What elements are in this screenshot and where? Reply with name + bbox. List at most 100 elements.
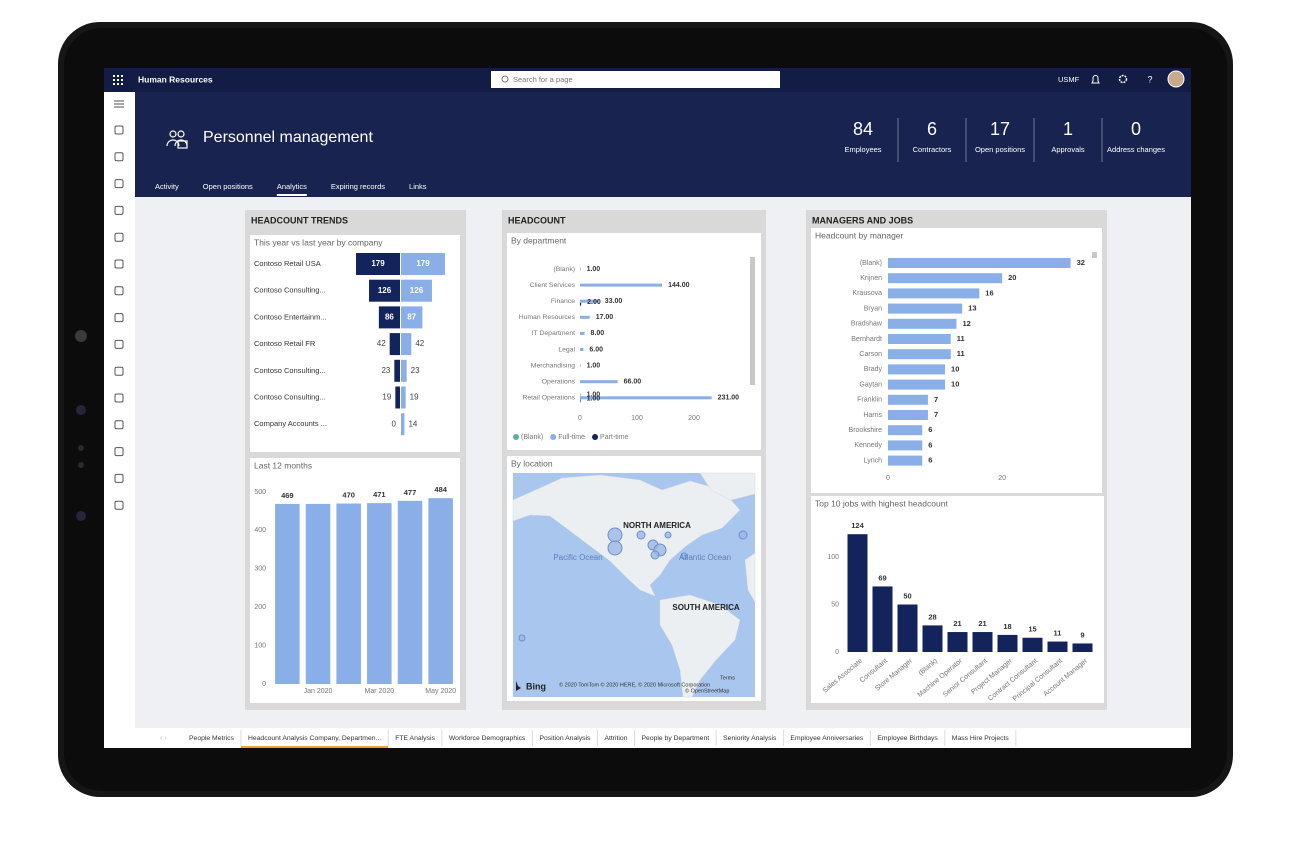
panel-title: MANAGERS AND JOBS [812,215,913,225]
category-label: IT Department [532,330,575,337]
report-tab[interactable]: People Metrics [189,735,235,742]
report-tab[interactable]: Headcount Analysis Company, Departmen... [248,735,381,742]
value-label: 19 [382,393,391,402]
category-label: Franklin [857,397,882,404]
bar [580,380,618,384]
tab[interactable]: Open positions [203,182,253,191]
nav-icon[interactable] [114,339,124,349]
card-subtitle: By location [511,458,553,468]
map-bubble [636,530,646,540]
search-box[interactable] [491,71,780,88]
x-tick-label: 200 [688,415,700,422]
map-bubble [650,550,660,560]
app-launcher[interactable] [113,75,123,85]
legend-marker [513,434,519,440]
company[interactable]: USMF [1058,75,1080,84]
report-tab[interactable]: Employee Anniversaries [790,735,864,742]
kpi-value: 6 [927,119,937,139]
category-label: Legal [558,346,575,353]
nav-icon[interactable] [114,473,124,483]
report-tab[interactable]: Workforce Demographics [449,735,526,742]
bar [401,306,423,329]
value-label: 66.00 [624,379,642,386]
report-tab[interactable]: Position Analysis [539,735,591,742]
menu-icon[interactable] [114,100,124,108]
help-icon[interactable]: ? [1147,74,1152,84]
value-label: 11 [1054,629,1062,638]
category-label: Gaytan [859,381,882,388]
bar [888,379,946,390]
settings-icon[interactable] [1118,74,1128,84]
value-label: 9 [1080,630,1084,639]
category-label: Contoso Retail USA [254,259,321,268]
bar [997,634,1018,652]
x-tick-label: 0 [578,415,582,422]
x-tick-label: Jan 2020 [304,688,333,695]
bar [580,348,584,351]
map-bubble [738,530,748,540]
category-label: Contoso Retail FR [254,339,316,348]
avatar[interactable] [1167,70,1185,88]
value-label: 6 [928,425,932,434]
bar [401,386,406,409]
map-label: SOUTH AMERICA [672,603,739,612]
value-label: 10 [951,364,959,373]
bar [1072,643,1093,652]
nav-icon[interactable] [114,313,124,323]
report-tab[interactable]: Attrition [604,735,627,742]
nav-icon[interactable] [114,152,124,162]
report-tab[interactable]: FTE Analysis [395,735,435,742]
map-label: Atlantic Ocean [679,553,731,562]
y-tick-label: 50 [831,601,839,608]
value-label: 16 [985,288,993,297]
nav-icon[interactable] [114,393,124,403]
report-tab[interactable]: Seniority Analysis [723,735,777,742]
nav-icon[interactable] [114,259,124,269]
kpi-value: 17 [990,119,1010,139]
bar [428,498,453,684]
tab-scroll[interactable]: ‹ › [160,735,167,742]
bar [397,500,423,684]
report-tab[interactable]: Employee Birthdays [877,735,938,742]
bar [888,410,928,420]
card-subtitle: By department [511,235,567,245]
value-label: 15 [1028,625,1036,634]
nav-icon[interactable] [114,232,124,242]
nav-icon[interactable] [114,447,124,457]
bar [389,333,400,356]
value-label: 28 [928,612,936,621]
nav-icon[interactable] [114,125,124,135]
bar [888,318,957,329]
tab[interactable]: Analytics [277,182,307,191]
value-label: 179 [416,259,430,268]
bing-icon [516,681,521,691]
tab[interactable]: Expiring records [331,182,385,191]
report-tab[interactable]: People by Department [642,735,710,742]
bar [401,279,432,302]
value-label: 0 [392,419,397,428]
nav-icon[interactable] [114,286,124,296]
x-tick-label: 0 [886,475,890,482]
bar [401,413,405,436]
scrollbar [1092,252,1097,258]
nav-icon[interactable] [114,366,124,376]
nav-icon[interactable] [114,420,124,430]
map-land [659,594,741,698]
nav-icon[interactable] [114,179,124,189]
report-tab[interactable]: Mass Hire Projects [952,735,1010,742]
bell-icon[interactable] [1091,75,1100,84]
tab[interactable]: Links [409,182,427,191]
value-label: 6 [928,440,932,449]
value-label: 19 [410,393,419,402]
report-tab-bar [104,728,1191,748]
value-label: 42 [415,339,424,348]
sensor [78,462,84,468]
value-label: 14 [408,419,417,428]
category-label: Client Services [530,282,576,289]
bar [394,359,400,382]
nav-icon[interactable] [114,500,124,510]
tab[interactable]: Activity [155,182,179,191]
bar [922,625,943,652]
nav-icon[interactable] [114,205,124,215]
